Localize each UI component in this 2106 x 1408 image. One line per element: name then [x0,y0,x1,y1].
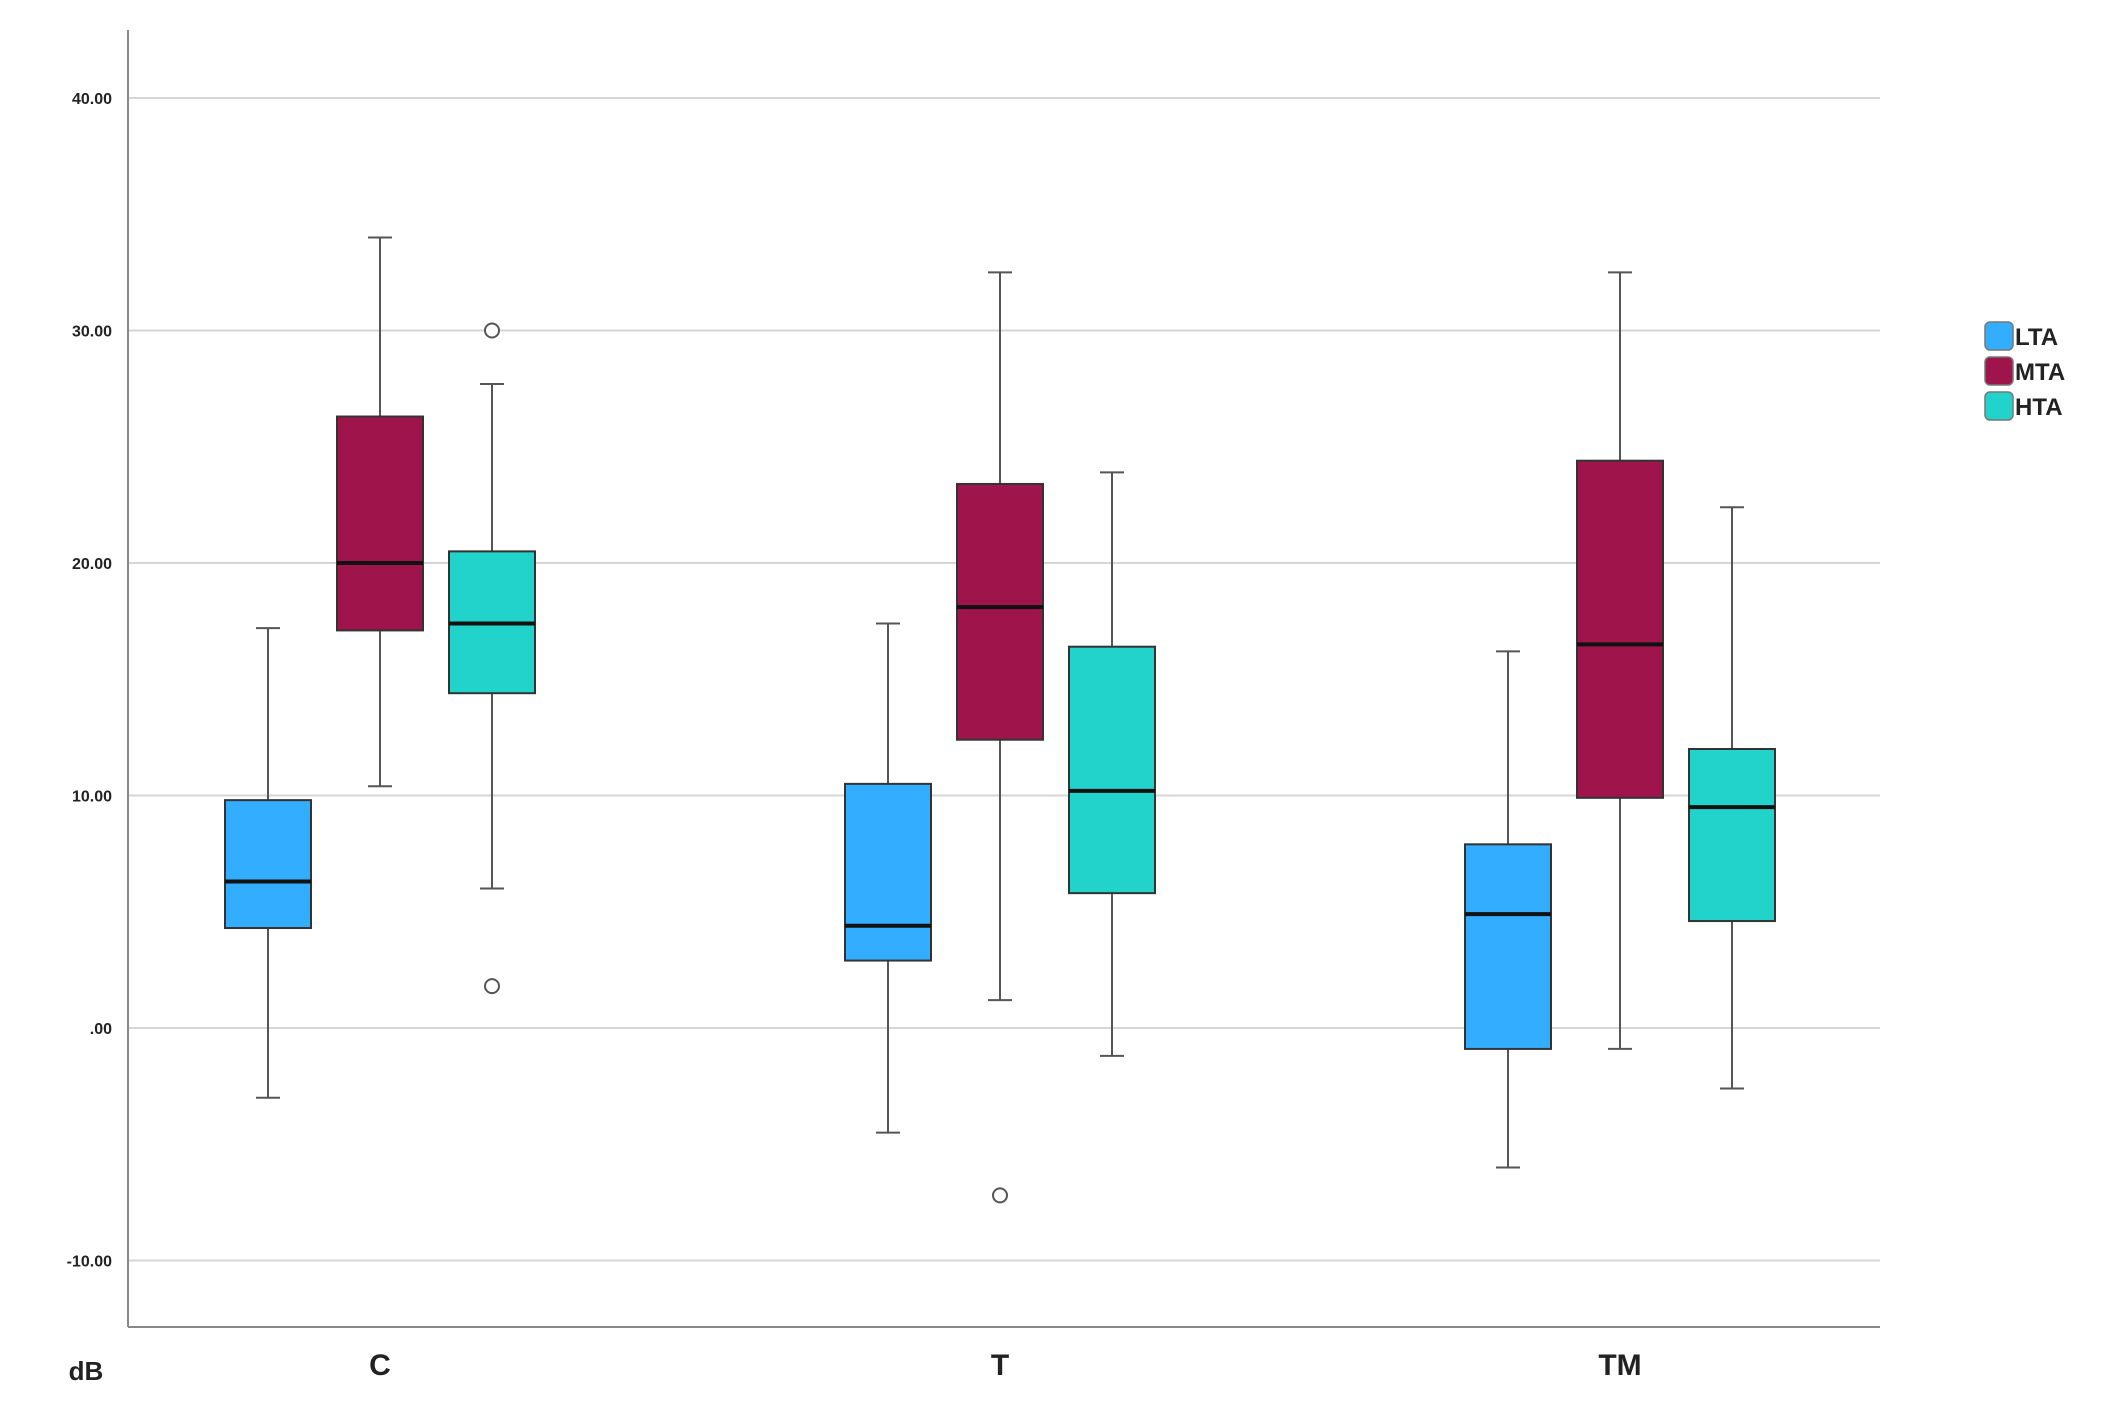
axis-labels: 40.00 30.00 20.00 10.00 .00 -10.00 C T TM dB [67,91,1642,1386]
iqr-box [956,482,1044,741]
x-tick-label: C [369,1349,391,1382]
legend-label-hta: HTA [2015,394,2063,421]
y-tick-label: 30.00 [72,324,112,341]
iqr-box [1688,748,1776,923]
y-tick-label: 20.00 [72,556,112,573]
box-hta-tm [1688,506,1776,1090]
y-tick-label: -10.00 [67,1254,112,1271]
x-tick-label: T [991,1349,1009,1382]
box-lta-c [224,627,312,1099]
y-tick-label: 10.00 [72,789,112,806]
legend: LTA MTA HTA [1984,321,2065,421]
legend-swatch-hta [1984,391,2014,421]
box-lta-t [844,622,932,1134]
y-axis-title: dB [69,1356,104,1386]
legend-swatch-lta [1984,321,2014,351]
box-mta-t [956,271,1044,1204]
box-series [224,236,1776,1204]
x-tick-label: TM [1598,1349,1641,1382]
axes [127,30,1880,1328]
iqr-box [336,415,424,632]
y-tick-label: 40.00 [72,91,112,108]
box-hta-t [1068,471,1156,1057]
box-mta-c [336,236,424,788]
outlier-point [484,322,500,339]
box-lta-tm [1464,650,1552,1169]
legend-swatch-mta [1984,356,2014,386]
iqr-box [1068,645,1156,895]
iqr-box [224,799,312,930]
iqr-box [844,782,932,962]
y-tick-label: .00 [90,1021,112,1038]
iqr-box [1576,459,1664,799]
outlier-point [992,1187,1008,1204]
iqr-box [1464,843,1552,1050]
legend-label-lta: LTA [2015,324,2058,351]
box-hta-c [448,322,536,995]
legend-label-mta: MTA [2015,359,2065,386]
box-mta-tm [1576,271,1664,1050]
outlier-point [484,978,500,995]
